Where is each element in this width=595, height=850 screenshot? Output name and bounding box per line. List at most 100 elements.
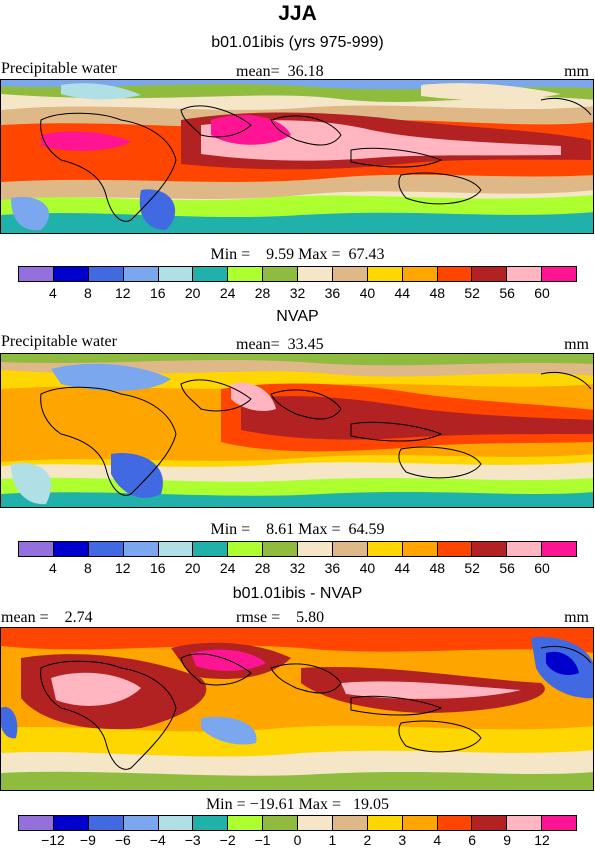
colorbar-cell bbox=[332, 267, 368, 281]
colorbar-cell bbox=[158, 816, 194, 830]
panel3-colorbar bbox=[18, 815, 577, 831]
colorbar-cell bbox=[123, 816, 159, 830]
colorbar-tick-label: 28 bbox=[254, 285, 271, 301]
colorbar-tick-label: 2 bbox=[363, 832, 372, 848]
panel2-variable-label: Precipitable water bbox=[1, 333, 117, 350]
colorbar-tick-label: 9 bbox=[503, 832, 512, 848]
colorbar-tick-label: 8 bbox=[83, 560, 92, 576]
figure-title: JJA bbox=[278, 2, 317, 25]
colorbar-cell bbox=[472, 267, 508, 281]
colorbar-tick-label: 36 bbox=[324, 560, 341, 576]
panel2-minmax: Min = 8.61 Max = 64.59 bbox=[210, 521, 385, 538]
colorbar-cell bbox=[263, 816, 298, 830]
colorbar-tick-label: 48 bbox=[429, 285, 446, 301]
colorbar-cell bbox=[123, 267, 159, 281]
colorbar-cell bbox=[19, 267, 54, 281]
colorbar-tick-label: 44 bbox=[394, 560, 411, 576]
colorbar-tick-label: −12 bbox=[41, 832, 65, 848]
panel2-colorbar bbox=[18, 541, 577, 557]
colorbar-tick-label: 28 bbox=[254, 560, 271, 576]
colorbar-cell bbox=[228, 542, 264, 556]
colorbar-cell bbox=[402, 542, 438, 556]
colorbar-cell bbox=[402, 816, 438, 830]
colorbar-cell bbox=[542, 267, 576, 281]
colorbar-cell bbox=[472, 816, 508, 830]
colorbar-tick-label: 4 bbox=[433, 832, 442, 848]
panel2-map bbox=[0, 353, 594, 508]
colorbar-cell bbox=[298, 267, 333, 281]
panel3-colorbar-ticks: −12 −9 −6 −4 −3 −2 −1 0 1 2 3 4 6 9 12 bbox=[18, 832, 577, 850]
colorbar-tick-label: 16 bbox=[149, 285, 166, 301]
colorbar-tick-label: −4 bbox=[149, 832, 166, 848]
panel3-map-svg bbox=[1, 628, 593, 790]
colorbar-cell bbox=[437, 542, 473, 556]
colorbar-cell bbox=[88, 816, 124, 830]
colorbar-tick-label: 12 bbox=[115, 560, 131, 576]
panel3-subtitle: b01.01ibis - NVAP bbox=[232, 585, 363, 602]
colorbar-cell bbox=[472, 542, 508, 556]
panel1-map bbox=[0, 79, 594, 234]
panel3-mean-label: mean = 2.74 bbox=[1, 609, 93, 626]
colorbar-tick-label: 36 bbox=[324, 285, 341, 301]
colorbar-cell bbox=[88, 267, 124, 281]
colorbar-cell bbox=[332, 816, 368, 830]
colorbar-tick-label: 8 bbox=[83, 285, 92, 301]
panel1-map-svg bbox=[1, 80, 593, 233]
colorbar-cell bbox=[507, 267, 543, 281]
colorbar-cell bbox=[193, 267, 229, 281]
colorbar-cell bbox=[228, 816, 264, 830]
colorbar-tick-label: −3 bbox=[184, 832, 201, 848]
colorbar-tick-label: 3 bbox=[398, 832, 407, 848]
colorbar-tick-label: 52 bbox=[464, 560, 480, 576]
colorbar-tick-label: 52 bbox=[464, 285, 480, 301]
panel3-units-label: mm bbox=[564, 609, 589, 626]
panel1-mean-label: mean= 36.18 bbox=[236, 63, 324, 80]
colorbar-cell bbox=[53, 542, 89, 556]
panel1-colorbar bbox=[18, 266, 577, 282]
colorbar-tick-label: 12 bbox=[115, 285, 131, 301]
colorbar-cell bbox=[19, 542, 54, 556]
colorbar-cell bbox=[123, 542, 159, 556]
colorbar-cell bbox=[53, 816, 89, 830]
colorbar-cell bbox=[53, 267, 89, 281]
colorbar-tick-label: 24 bbox=[219, 285, 236, 301]
colorbar-cell bbox=[19, 816, 54, 830]
colorbar-cell bbox=[228, 267, 264, 281]
panel3-map bbox=[0, 627, 594, 791]
colorbar-tick-label: 20 bbox=[184, 285, 201, 301]
colorbar-cell bbox=[263, 542, 298, 556]
panel2-colorbar-ticks: 4 8 12 16 20 24 28 32 36 40 44 48 52 56 60 bbox=[18, 560, 577, 578]
colorbar-tick-label: 1 bbox=[328, 832, 337, 848]
colorbar-cell bbox=[298, 816, 333, 830]
colorbar-cell bbox=[542, 542, 576, 556]
colorbar-tick-label: 0 bbox=[293, 832, 302, 848]
colorbar-cell bbox=[193, 816, 229, 830]
colorbar-cell bbox=[507, 816, 543, 830]
colorbar-tick-label: 48 bbox=[429, 560, 446, 576]
colorbar-tick-label: 6 bbox=[468, 832, 477, 848]
colorbar-cell bbox=[367, 816, 403, 830]
colorbar-tick-label: −2 bbox=[219, 832, 236, 848]
colorbar-cell bbox=[367, 267, 403, 281]
colorbar-tick-label: −6 bbox=[114, 832, 131, 848]
colorbar-cell bbox=[437, 816, 473, 830]
colorbar-tick-label: 32 bbox=[289, 285, 306, 301]
panel3-minmax: Min = −19.61 Max = 19.05 bbox=[205, 796, 390, 813]
colorbar-tick-label: 56 bbox=[499, 560, 515, 576]
panel2-subtitle: NVAP bbox=[276, 308, 319, 325]
colorbar-cell bbox=[437, 267, 473, 281]
colorbar-tick-label: 60 bbox=[534, 285, 550, 301]
panel1-units-label: mm bbox=[564, 63, 589, 80]
colorbar-cell bbox=[158, 267, 194, 281]
panel2-map-svg bbox=[1, 354, 593, 507]
colorbar-cell bbox=[507, 542, 543, 556]
colorbar-cell bbox=[158, 542, 194, 556]
panel1-colorbar-ticks: 4 8 12 16 20 24 28 32 36 40 44 48 52 56 60 bbox=[18, 285, 577, 303]
colorbar-cell bbox=[402, 267, 438, 281]
colorbar-tick-label: 40 bbox=[359, 560, 376, 576]
colorbar-tick-label: 12 bbox=[534, 832, 550, 848]
panel1-minmax: Min = 9.59 Max = 67.43 bbox=[210, 246, 385, 263]
colorbar-cell bbox=[542, 816, 576, 830]
panel1-subtitle: b01.01ibis (yrs 975-999) bbox=[211, 34, 384, 51]
colorbar-tick-label: −9 bbox=[79, 832, 96, 848]
